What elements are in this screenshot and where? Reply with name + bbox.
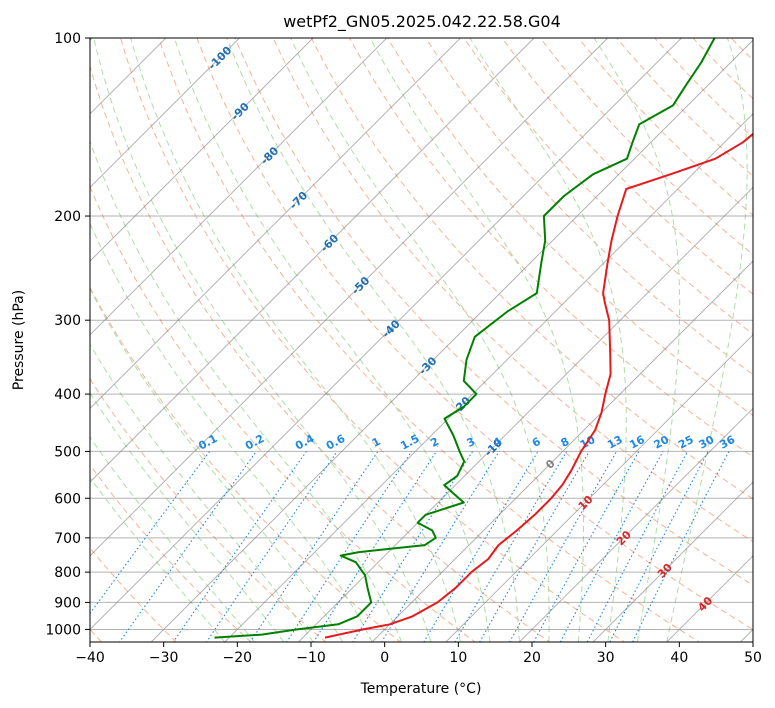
y-axis-ticks: 1000 900 800 700 600 500 400 300 200 100 — [45, 31, 90, 638]
dry-adiabat-line — [654, 38, 753, 139]
mixing-ratio-label: 36 — [717, 433, 737, 452]
isotherm-line — [90, 38, 462, 410]
plot-frame — [89, 37, 754, 643]
isotherm-line — [518, 407, 753, 642]
dry-adiabat-line — [272, 38, 753, 543]
x-tick-label: −30 — [149, 650, 179, 666]
dry-adiabat-line — [196, 38, 753, 631]
mixing-ratio-line — [249, 451, 379, 642]
moist-adiabat-line — [369, 38, 584, 642]
dry-adiabat-line — [463, 38, 753, 335]
isotherm-line — [90, 38, 314, 262]
x-tick-label: 40 — [670, 650, 688, 666]
mixing-ratio-label: 25 — [676, 433, 696, 452]
isotherm-line — [592, 481, 753, 642]
y-tick-label: 600 — [54, 491, 81, 507]
mixing-ratio-line — [286, 451, 413, 642]
dewpoint-trace — [214, 38, 716, 639]
y-tick-label: 900 — [54, 595, 81, 611]
mixing-ratio-label: 13 — [605, 433, 625, 452]
sounding-traces — [214, 38, 753, 639]
dry-adiabat-line — [158, 38, 701, 642]
moist-adiabat-line — [90, 222, 373, 642]
moist-adiabat-line — [90, 343, 314, 642]
x-tick-label: 30 — [597, 650, 615, 666]
mixing-ratio-line — [454, 451, 568, 642]
isotherm-line — [90, 38, 609, 557]
mixing-ratio-line — [352, 451, 474, 642]
x-tick-label: 20 — [523, 650, 541, 666]
x-tick-label: −20 — [223, 650, 253, 666]
moist-adiabat-line — [90, 436, 255, 642]
dry-adiabat-line — [90, 377, 327, 642]
moist-adiabat-line — [90, 392, 285, 642]
isotherm-line — [90, 38, 241, 189]
moist-adiabat-line — [226, 38, 520, 642]
dry-adiabat-line — [501, 38, 753, 295]
moist-adiabat-line — [130, 38, 461, 642]
mixing-ratio-label: 20 — [652, 433, 672, 452]
y-tick-label: 800 — [54, 565, 81, 581]
x-tick-label: 10 — [449, 650, 467, 666]
dry-adiabat-line — [310, 38, 753, 500]
x-axis-ticks: −40 −30 −20 −10 0 10 20 30 40 50 — [75, 642, 762, 666]
y-tick-label: 100 — [54, 31, 81, 47]
moist-adiabat-line — [90, 476, 226, 642]
x-tick-label: 50 — [744, 650, 762, 666]
dry-adiabat-line — [387, 38, 753, 417]
mixing-ratio-lines — [90, 451, 730, 642]
mixing-ratio-line — [423, 451, 539, 642]
isotherm-line — [150, 39, 753, 642]
isotherm-line — [90, 38, 535, 483]
mixing-ratio-line — [479, 451, 590, 642]
x-tick-label: 0 — [380, 650, 389, 666]
mixing-ratio-line — [118, 451, 257, 642]
dry-adiabat-line — [349, 38, 753, 458]
dry-adiabat-line — [120, 38, 626, 642]
isotherm-line — [90, 38, 388, 336]
y-tick-label: 400 — [54, 387, 81, 403]
x-axis-label: Temperature (°C) — [360, 681, 482, 697]
y-tick-label: 300 — [54, 313, 81, 329]
temperature-trace — [324, 132, 753, 639]
mixing-ratio-line — [631, 451, 730, 642]
y-axis-label: Pressure (hPa) — [11, 290, 27, 390]
moist-adiabat-line — [93, 38, 432, 642]
mixing-ratio-line — [172, 451, 307, 642]
mixing-ratio-line — [90, 451, 211, 615]
moist-adiabat-line — [469, 38, 627, 642]
mixing-ratio-line — [205, 451, 338, 642]
isotherm-line — [224, 113, 753, 642]
mixing-ratio-line — [380, 451, 500, 642]
moist-adiabat-line — [666, 38, 748, 642]
mixing-ratio-label: 16 — [627, 433, 647, 452]
mixing-ratio-label: 30 — [697, 433, 717, 452]
mixing-ratio-line — [559, 451, 664, 642]
isotherm-line — [297, 186, 753, 642]
x-tick-label: −10 — [296, 650, 326, 666]
y-tick-label: 700 — [54, 531, 81, 547]
chart-title: wetPf2_GN05.2025.042.22.58.G04 — [283, 12, 561, 32]
isotherms — [90, 38, 753, 642]
y-tick-label: 500 — [54, 444, 81, 460]
isotherm-line — [371, 260, 753, 642]
moist-adiabat-line — [90, 287, 344, 642]
isotherm-line — [90, 38, 683, 631]
x-tick-label: −40 — [75, 650, 105, 666]
dry-adiabat-line — [615, 38, 753, 177]
isotherm-line — [445, 334, 753, 642]
moist-adiabat-line — [290, 38, 550, 642]
y-tick-label: 1000 — [45, 622, 81, 638]
dry-adiabat-line — [90, 185, 476, 642]
moist-adiabat-line — [593, 38, 681, 642]
moist-adiabat-line — [173, 38, 491, 642]
y-tick-label: 200 — [54, 209, 81, 225]
